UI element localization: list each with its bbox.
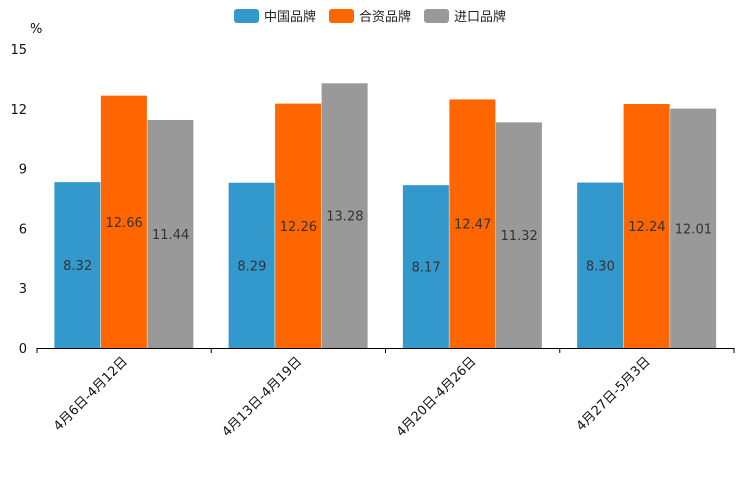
x-category-label-3: 4月27日-5月3日 [574,354,654,434]
legend: 中国品牌 合资品牌 进口品牌 [234,9,506,25]
bar-label-0-3: 8.30 [586,259,615,274]
bar-1-3 [623,104,670,349]
bar-2-2 [495,122,542,348]
bar-label-1-1: 12.26 [280,220,317,235]
x-category-label-2: 4月20日-4月26日 [394,354,480,440]
bar-label-0-0: 8.32 [63,259,92,274]
bar-label-0-2: 8.17 [412,261,441,276]
bars [54,83,717,349]
y-tick-label-5: 15 [10,43,27,58]
bar-label-1-2: 12.47 [454,218,491,233]
bar-1-1 [275,103,322,348]
bar-1-2 [449,99,496,348]
legend-swatch-0 [234,9,259,23]
legend-label-0: 中国品牌 [264,9,316,25]
y-tick-label-2: 6 [19,222,27,237]
bar-label-2-0: 11.44 [152,228,189,243]
bar-label-1-0: 12.66 [106,216,143,231]
bar-2-0 [147,119,194,348]
bar-0-3 [577,182,624,348]
bar-0-2 [402,185,449,348]
bar-label-2-1: 13.28 [326,210,363,225]
y-tick-label-1: 3 [19,282,27,297]
y-axis-unit-label: % [30,22,42,37]
bar-1-0 [100,95,147,348]
bar-label-2-2: 11.32 [501,229,538,244]
bar-labels: 8.32 12.66 11.44 8.29 12.26 13.28 8.17 12.47 11.… [63,210,712,276]
bar-label-1-3: 12.24 [628,220,665,235]
y-axis: 0 3 6 9 12 15 [10,43,27,357]
legend-swatch-2 [424,9,449,23]
legend-swatch-1 [329,9,354,23]
bar-2-3 [670,108,717,348]
x-axis: 4月6日-4月12日 4月13日-4月19日 4月20日-4月26日 4月27日-5月… [36,348,735,440]
legend-label-2: 进口品牌 [454,9,506,25]
y-tick-label-4: 12 [10,103,27,118]
legend-label-1: 合资品牌 [359,9,411,25]
bar-2-1 [321,83,368,348]
x-category-label-0: 4月6日-4月12日 [51,354,131,434]
bar-label-0-1: 8.29 [237,259,266,274]
bar-label-2-3: 12.01 [675,222,712,237]
y-tick-label-3: 9 [19,163,27,178]
bar-0-0 [54,182,101,348]
y-tick-label-0: 0 [19,342,27,357]
bar-0-1 [228,182,275,348]
x-category-label-1: 4月13日-4月19日 [219,354,305,440]
